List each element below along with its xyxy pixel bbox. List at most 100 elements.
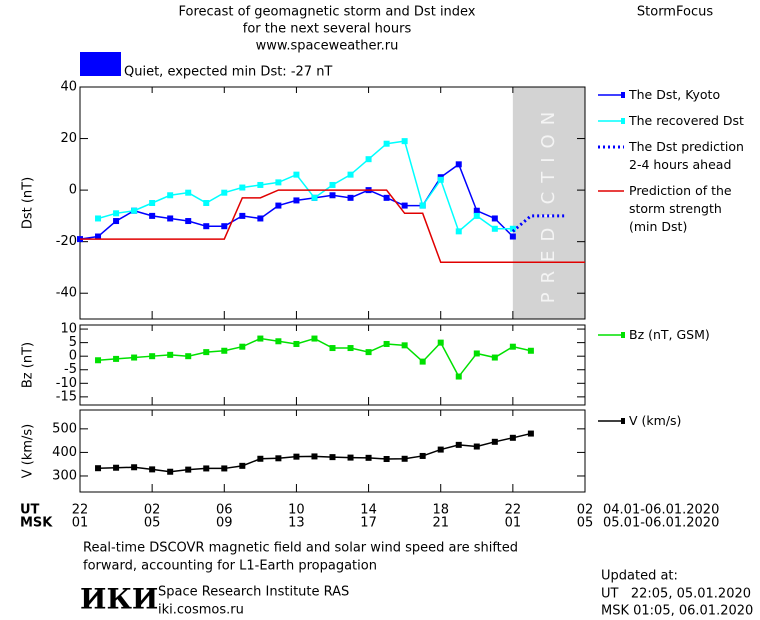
y-axis-label: Bz (nT) — [21, 342, 36, 388]
note: Real-time DSCOVR magnetic field and sola… — [83, 541, 518, 556]
legend-text: The Dst, Kyoto — [629, 87, 721, 102]
title: for the next several hours — [243, 22, 412, 37]
brand: StormFocus — [637, 5, 713, 20]
data-point — [167, 468, 174, 475]
data-point — [437, 339, 444, 346]
legend-marker — [621, 92, 625, 98]
data-point — [401, 138, 408, 145]
data-point — [473, 350, 480, 357]
legend-text: Prediction of the storm strength (min Ds… — [629, 183, 732, 234]
data-point — [167, 351, 174, 358]
updated-msk: MSK 01:05, 06.01.2020 — [601, 604, 753, 619]
data-point — [239, 212, 246, 219]
data-point — [221, 465, 228, 472]
series-line — [97, 337, 532, 378]
data-point — [365, 156, 372, 163]
y-tick-label: 40 — [60, 80, 77, 95]
data-point — [509, 225, 516, 232]
legend-marker — [621, 332, 625, 338]
legend-item: Bz (nT, GSM) — [597, 326, 710, 344]
status-box — [80, 52, 121, 76]
plot-frame — [79, 324, 586, 406]
prediction-zone — [512, 87, 585, 319]
data-point — [239, 184, 246, 191]
legend-item: The recovered Dst — [597, 112, 744, 130]
data-point — [95, 215, 102, 222]
ut-range: 04.01-06.01.2020 — [603, 503, 719, 518]
legend-swatch — [598, 418, 625, 424]
legend-text: The Dst prediction 2-4 hours ahead — [629, 139, 744, 172]
data-point — [239, 343, 246, 350]
data-point — [347, 345, 354, 352]
data-point — [527, 430, 534, 437]
data-point — [473, 443, 480, 450]
data-point — [383, 456, 390, 463]
y-tick-label: 20 — [60, 131, 77, 146]
data-point — [383, 340, 390, 347]
series-line — [98, 432, 532, 473]
y-axis-label: V (km/s) — [21, 424, 36, 479]
data-point — [527, 347, 534, 354]
data-point — [347, 194, 354, 201]
data-point — [221, 347, 228, 354]
x-tick-label: 22 — [72, 503, 89, 518]
legend-swatch — [598, 92, 625, 98]
y-tick-label: -10 — [56, 376, 77, 391]
data-point — [275, 179, 282, 186]
data-point — [473, 212, 480, 219]
data-point — [401, 455, 408, 462]
title: www.spaceweather.ru — [256, 39, 399, 54]
data-point — [491, 354, 498, 361]
data-point — [311, 335, 318, 342]
data-point — [203, 200, 210, 206]
x-tick-label: 18 — [432, 503, 449, 518]
data-point — [437, 176, 444, 183]
x-tick-label: 02 — [144, 503, 161, 518]
data-point — [329, 345, 336, 352]
data-point — [113, 464, 120, 471]
legend-item: Prediction of the storm strength (min Ds… — [597, 182, 732, 236]
data-point — [131, 354, 138, 361]
data-point — [95, 465, 102, 472]
data-point — [203, 349, 210, 356]
data-point — [293, 171, 300, 178]
status-text: Quiet, expected min Dst: -27 nT — [124, 65, 332, 80]
data-point — [419, 358, 426, 365]
data-point — [167, 192, 174, 199]
x-tick-label: 05 — [144, 516, 161, 531]
data-point — [131, 464, 138, 471]
data-point — [203, 465, 210, 472]
data-point — [419, 202, 426, 209]
data-point — [95, 233, 102, 240]
legend-text: Bz (nT, GSM) — [629, 327, 710, 342]
data-point — [491, 225, 498, 232]
y-tick-label: -15 — [56, 389, 77, 404]
data-point — [509, 233, 516, 240]
x-tick-label: 05 — [577, 516, 594, 531]
data-point — [257, 181, 264, 188]
y-tick-label: 500 — [52, 421, 77, 436]
data-point — [149, 200, 156, 206]
data-point — [491, 215, 498, 222]
data-point — [221, 223, 228, 230]
data-point — [185, 218, 192, 225]
data-point — [203, 223, 210, 230]
data-point — [365, 454, 372, 461]
msk-label: MSK — [20, 516, 53, 531]
legend-marker — [621, 418, 625, 424]
data-point — [113, 210, 120, 217]
y-tick-label: 300 — [52, 468, 77, 483]
x-tick-label: 17 — [360, 516, 377, 531]
data-point — [455, 441, 462, 448]
data-point — [329, 181, 336, 188]
note: forward, accounting for L1-Earth propaga… — [83, 559, 377, 574]
legend-item: The Dst, Kyoto — [597, 86, 720, 104]
x-tick-label: 22 — [505, 503, 522, 518]
data-point — [293, 453, 300, 460]
series-line — [80, 189, 585, 264]
x-tick-label: 02 — [577, 503, 594, 518]
legend-swatch — [598, 190, 624, 192]
y-tick-label: 0 — [69, 349, 77, 364]
x-tick-label: 13 — [288, 516, 305, 531]
